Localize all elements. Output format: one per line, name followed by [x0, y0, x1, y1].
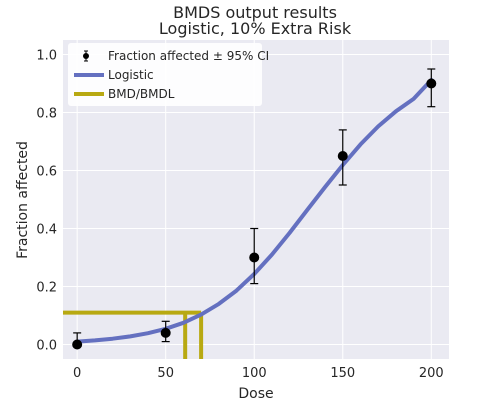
x-tick-label: 200	[419, 366, 444, 381]
y-tick-label: 0.6	[36, 165, 57, 180]
x-tick-label: 100	[242, 366, 267, 381]
data-point	[160, 327, 171, 338]
y-tick-label: 1.0	[36, 49, 57, 64]
grid	[63, 40, 449, 359]
y-axis-label: Fraction affected	[15, 141, 31, 259]
y-axis-ticks: 0.0 0.2 0.4 0.6 0.8 1.0	[36, 49, 57, 354]
legend-box	[68, 43, 262, 106]
y-tick-label: 0.8	[36, 107, 57, 122]
chart-title: BMDS output results	[173, 3, 337, 22]
legend: Fraction affected ± 95% CI Logistic BMD/BM…	[68, 43, 269, 106]
chart-subtitle: Logistic, 10% Extra Risk	[159, 19, 352, 38]
legend-label: Logistic	[108, 68, 154, 82]
x-tick-label: 50	[157, 366, 174, 381]
x-axis-ticks: 0 50 100 150 200	[73, 366, 444, 381]
errorbar-points	[72, 68, 437, 350]
y-tick-label: 0.4	[36, 223, 57, 238]
y-tick-label: 0.2	[36, 281, 57, 296]
y-tick-label: 0.0	[36, 339, 57, 354]
data-point	[337, 151, 348, 161]
x-axis-label: Dose	[238, 386, 273, 400]
legend-label: BMD/BMDL	[108, 87, 175, 101]
legend-point-symbol	[83, 53, 89, 59]
legend-label: Fraction affected ± 95% CI	[108, 49, 269, 63]
x-tick-label: 0	[73, 366, 81, 381]
data-point	[72, 339, 83, 350]
data-point	[426, 78, 437, 89]
x-tick-label: 150	[330, 366, 355, 381]
data-point	[249, 252, 260, 263]
